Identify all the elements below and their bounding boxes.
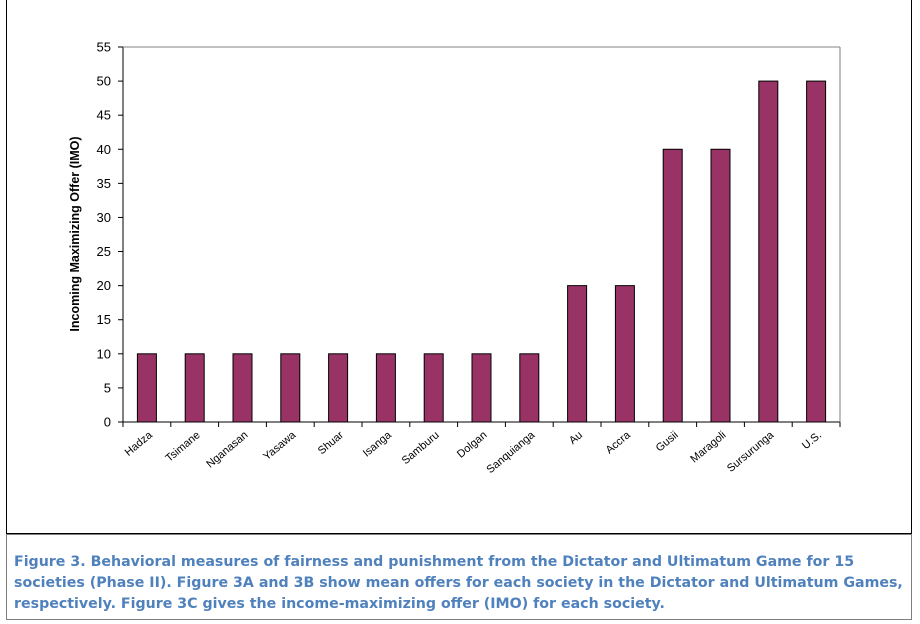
y-tick-label: 0	[104, 415, 111, 430]
x-category-label: Maragoli	[688, 429, 728, 465]
x-category-label: Sanquianga	[485, 429, 538, 477]
x-category-label: Au	[567, 429, 585, 447]
bar-sanquianga	[519, 353, 540, 423]
bar-sursurunga	[758, 80, 779, 423]
bar-nganasan	[232, 353, 253, 423]
x-category-label: Shuar	[316, 429, 346, 457]
x-category-label: Isanga	[361, 429, 395, 460]
bar-yasawa	[280, 353, 301, 423]
x-category-label: Accra	[604, 429, 634, 457]
bar-hadza	[136, 353, 157, 423]
y-tick-label: 40	[97, 142, 111, 157]
y-axis-label: Incoming Maximizing Offer (IMO)	[68, 136, 82, 331]
y-axis-ticks: 0 5 10 15 20 25 30 35 40 45 50 55	[97, 40, 123, 430]
bar-accra	[614, 285, 635, 423]
figure-caption: Figure 3. Behavioral measures of fairnes…	[14, 554, 903, 612]
x-category-label: U.S.	[800, 429, 824, 452]
y-tick-label: 35	[97, 176, 111, 191]
bar-gusii	[662, 148, 683, 423]
bar-u-s	[806, 80, 827, 423]
bar-samburu	[423, 353, 444, 423]
bar-dolgan	[471, 353, 492, 423]
y-tick-label: 55	[97, 40, 111, 55]
y-tick-label: 20	[97, 278, 111, 293]
x-axis-labels: Hadza Tsimane Nganasan Yasawa Shuar Isanga Sam…	[123, 429, 824, 477]
bar-isanga	[375, 353, 396, 423]
figure-caption-box: Figure 3. Behavioral measures of fairnes…	[6, 534, 912, 620]
bar-chart: 0 5 10 15 20 25 30 35 40 45 50 55 Hadza Tsimane Ngana…	[68, 40, 841, 477]
bar-tsimane	[184, 353, 205, 423]
x-category-label: Dolgan	[455, 429, 489, 461]
y-tick-label: 5	[104, 380, 111, 395]
y-tick-label: 25	[97, 244, 111, 259]
y-tick-label: 50	[97, 74, 111, 89]
x-category-label: Tsimane	[164, 429, 203, 465]
y-tick-label: 45	[97, 108, 111, 123]
x-category-label: Sursurunga	[725, 429, 777, 475]
x-category-label: Samburu	[400, 429, 442, 467]
y-tick-label: 30	[97, 210, 111, 225]
x-category-label: Yasawa	[261, 429, 299, 463]
y-tick-label: 15	[97, 312, 111, 327]
bars-group	[136, 80, 827, 423]
bar-shuar	[328, 353, 349, 423]
bar-maragoli	[710, 148, 731, 423]
x-category-label: Nganasan	[204, 429, 250, 470]
x-category-label: Hadza	[123, 429, 156, 459]
y-tick-label: 10	[97, 346, 111, 361]
bar-au	[567, 285, 588, 423]
x-category-label: Gusii	[654, 429, 681, 454]
